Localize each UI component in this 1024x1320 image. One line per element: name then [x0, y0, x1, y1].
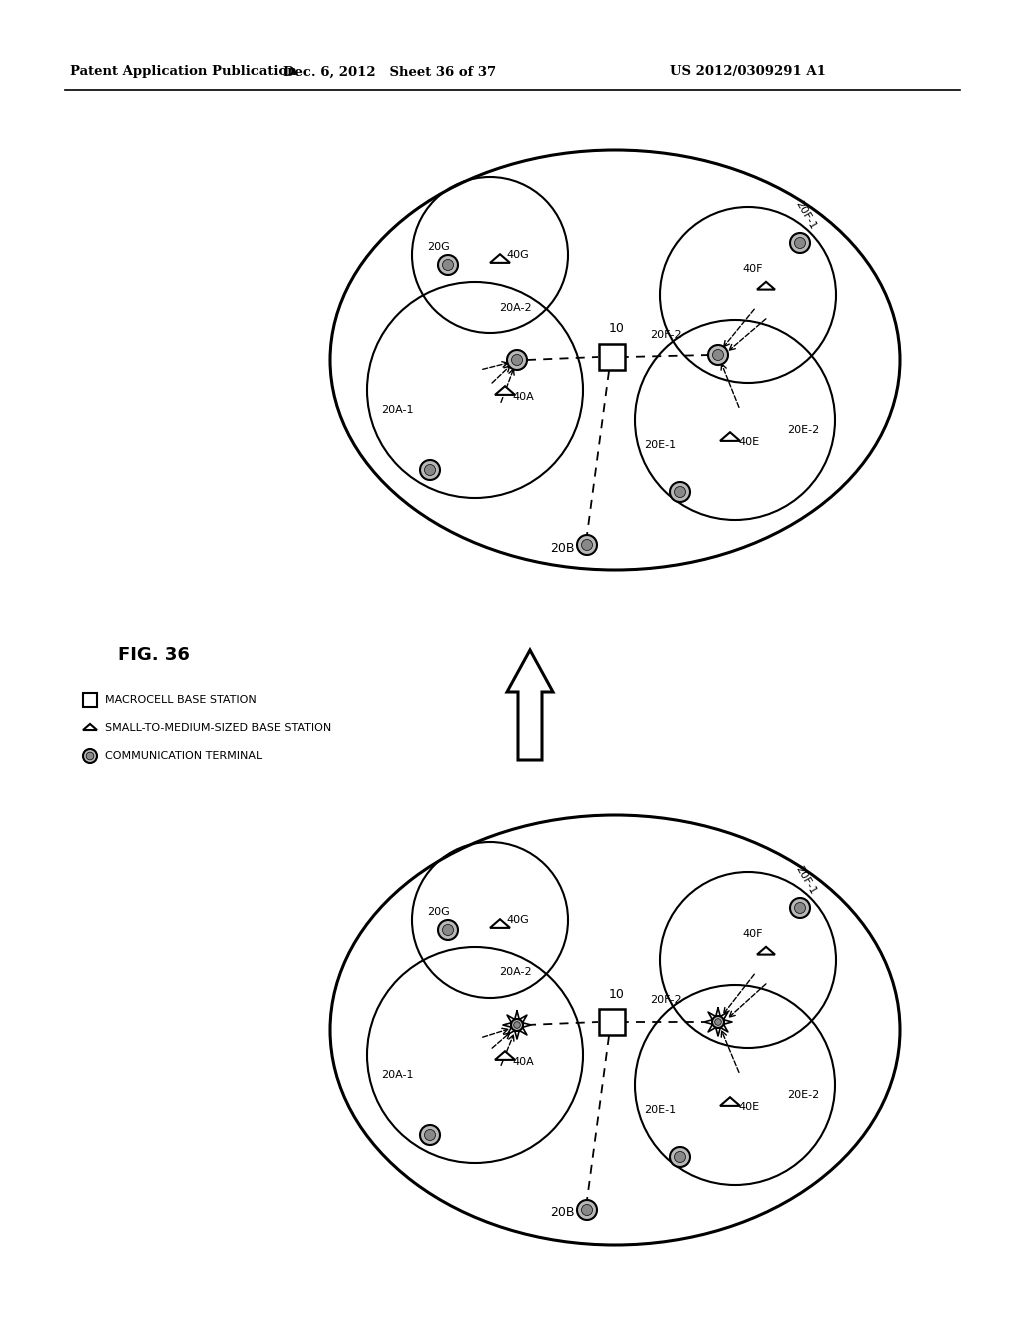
- Circle shape: [86, 752, 94, 760]
- Text: 40E: 40E: [738, 1102, 760, 1111]
- Text: COMMUNICATION TERMINAL: COMMUNICATION TERMINAL: [105, 751, 262, 762]
- Circle shape: [442, 260, 454, 271]
- Circle shape: [713, 350, 724, 360]
- Text: 20E-2: 20E-2: [786, 425, 819, 436]
- Text: 40G: 40G: [507, 915, 529, 925]
- Text: 20B: 20B: [550, 541, 574, 554]
- Polygon shape: [757, 281, 775, 289]
- Text: 40F: 40F: [742, 929, 763, 939]
- Text: 20A-2: 20A-2: [499, 968, 531, 977]
- Text: 20F-1: 20F-1: [794, 863, 818, 896]
- Text: FIG. 36: FIG. 36: [118, 645, 189, 664]
- Circle shape: [675, 487, 685, 498]
- Polygon shape: [83, 723, 97, 730]
- Circle shape: [425, 465, 435, 475]
- Circle shape: [582, 1204, 593, 1216]
- Text: US 2012/0309291 A1: US 2012/0309291 A1: [670, 66, 826, 78]
- Circle shape: [511, 1019, 523, 1031]
- Polygon shape: [490, 919, 510, 928]
- Circle shape: [438, 920, 458, 940]
- Polygon shape: [720, 432, 740, 441]
- Circle shape: [83, 748, 97, 763]
- Text: 10: 10: [609, 987, 625, 1001]
- Text: 20A-1: 20A-1: [381, 405, 414, 414]
- Circle shape: [507, 350, 527, 370]
- Polygon shape: [705, 1008, 732, 1036]
- Circle shape: [514, 1022, 520, 1028]
- Text: 20F-1: 20F-1: [794, 199, 818, 231]
- Polygon shape: [503, 1011, 531, 1039]
- Text: 40F: 40F: [742, 264, 763, 275]
- Polygon shape: [507, 649, 553, 760]
- Circle shape: [670, 1147, 690, 1167]
- Circle shape: [438, 255, 458, 275]
- Circle shape: [577, 535, 597, 554]
- Polygon shape: [495, 387, 515, 395]
- Circle shape: [715, 1019, 721, 1026]
- Text: 40G: 40G: [507, 249, 529, 260]
- Text: 20E-1: 20E-1: [644, 440, 676, 450]
- Text: 20F-2: 20F-2: [650, 330, 682, 341]
- Text: 20A-2: 20A-2: [499, 304, 531, 313]
- Circle shape: [675, 1151, 685, 1163]
- Text: 20E-2: 20E-2: [786, 1090, 819, 1100]
- Circle shape: [795, 238, 806, 248]
- Text: SMALL-TO-MEDIUM-SIZED BASE STATION: SMALL-TO-MEDIUM-SIZED BASE STATION: [105, 723, 331, 733]
- Text: MACROCELL BASE STATION: MACROCELL BASE STATION: [105, 696, 257, 705]
- Circle shape: [795, 903, 806, 913]
- Text: 40A: 40A: [512, 1057, 534, 1067]
- Text: 10: 10: [609, 322, 625, 335]
- Circle shape: [712, 1016, 724, 1028]
- Polygon shape: [490, 255, 510, 263]
- Circle shape: [670, 482, 690, 502]
- Polygon shape: [757, 946, 775, 954]
- Text: 20A-1: 20A-1: [381, 1071, 414, 1080]
- Text: 40A: 40A: [512, 392, 534, 403]
- Circle shape: [790, 234, 810, 253]
- Circle shape: [425, 1130, 435, 1140]
- Text: 40E: 40E: [738, 437, 760, 447]
- Circle shape: [420, 1125, 440, 1144]
- Circle shape: [512, 355, 522, 366]
- Text: 20F-2: 20F-2: [650, 995, 682, 1005]
- Circle shape: [582, 540, 593, 550]
- Text: Patent Application Publication: Patent Application Publication: [70, 66, 297, 78]
- Polygon shape: [495, 1051, 515, 1060]
- Circle shape: [420, 459, 440, 480]
- Bar: [599, 345, 625, 370]
- Circle shape: [790, 898, 810, 917]
- Bar: [599, 1008, 625, 1035]
- Text: 20G: 20G: [427, 907, 450, 917]
- Text: 20E-1: 20E-1: [644, 1105, 676, 1115]
- Circle shape: [708, 345, 728, 366]
- Circle shape: [577, 1200, 597, 1220]
- Bar: [83, 693, 97, 708]
- Text: 20B: 20B: [550, 1206, 574, 1220]
- Circle shape: [442, 924, 454, 936]
- Text: Dec. 6, 2012   Sheet 36 of 37: Dec. 6, 2012 Sheet 36 of 37: [284, 66, 497, 78]
- Text: 20G: 20G: [427, 242, 450, 252]
- Polygon shape: [720, 1097, 740, 1106]
